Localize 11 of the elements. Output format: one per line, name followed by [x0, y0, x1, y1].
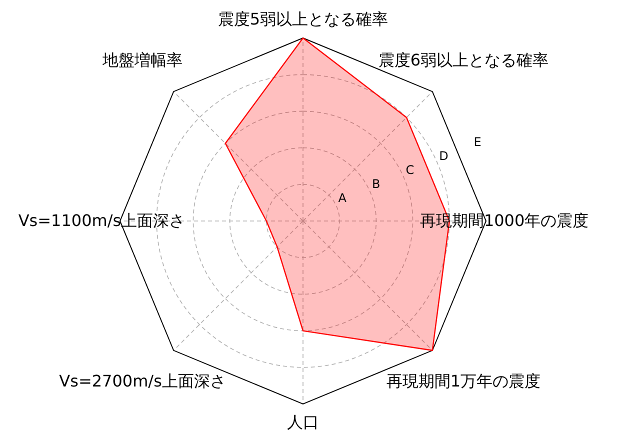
spoke-label: 再現期間1万年の震度: [386, 371, 541, 390]
y-tick-label: C: [406, 162, 414, 177]
y-tick-label: A: [338, 190, 348, 205]
y-tick-label: B: [372, 176, 380, 191]
y-tick-label: D: [439, 148, 448, 163]
spoke-label: 人口: [287, 412, 319, 432]
y-tick-label: E: [474, 134, 482, 149]
spoke-label: 震度5弱以上となる確率: [218, 10, 388, 29]
spoke-label: Vs=2700m/s上面深さ: [59, 371, 226, 390]
spoke-label: 地盤増幅率: [102, 50, 183, 70]
spoke-label: 震度6弱以上となる確率: [378, 50, 549, 70]
